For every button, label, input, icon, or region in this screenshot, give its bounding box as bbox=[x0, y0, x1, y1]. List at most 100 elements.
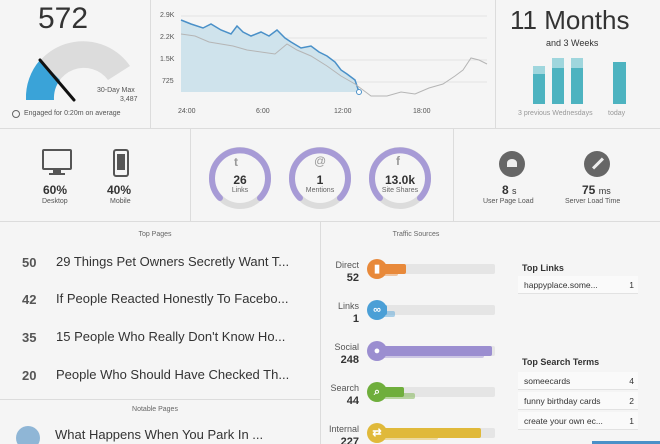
page-count: 20 bbox=[22, 368, 37, 383]
perf-label: Server Load Time bbox=[565, 198, 621, 205]
source-bar bbox=[381, 346, 492, 356]
at-icon: @ bbox=[314, 154, 327, 168]
source-value: 52 bbox=[346, 272, 359, 284]
social-panel: t 26 Links @ 1 Mentions f 13.0k Site Sha… bbox=[191, 129, 453, 221]
source-value: 248 bbox=[340, 354, 359, 366]
source-value: 227 bbox=[340, 436, 359, 444]
top-pages-title: Top Pages bbox=[138, 231, 172, 238]
page-title[interactable]: People Who Should Have Checked Th... bbox=[56, 367, 290, 382]
search-term-count: 2 bbox=[629, 396, 634, 406]
top-link-count: 1 bbox=[629, 280, 634, 290]
trend-chart bbox=[180, 15, 488, 97]
social-label: Links bbox=[231, 187, 249, 194]
page-count: 50 bbox=[22, 255, 37, 270]
search-icon: ⌕ bbox=[367, 382, 387, 402]
record-value: 11 Months bbox=[510, 5, 630, 35]
top-link-row[interactable]: happyplace.some... 1 bbox=[518, 276, 638, 294]
mobile-icon bbox=[113, 149, 129, 177]
source-bar-track bbox=[381, 387, 495, 397]
concurrents-gauge bbox=[25, 41, 131, 102]
source-label: Social bbox=[334, 342, 359, 352]
top-search-terms-title: Top Search Terms bbox=[522, 357, 600, 367]
arrows-icon: ⇄ bbox=[367, 423, 387, 443]
search-term-text[interactable]: create your own ec... bbox=[524, 416, 603, 426]
scroll-indicator[interactable] bbox=[592, 441, 660, 444]
notable-pages-title: Notable Pages bbox=[132, 406, 178, 413]
y-tick: 2.9K bbox=[160, 12, 175, 19]
social-value: 1 bbox=[316, 173, 324, 187]
top-page-row[interactable]: 20 People Who Should Have Checked Th... bbox=[0, 357, 320, 393]
source-label: Internal bbox=[328, 424, 359, 434]
gauge-max-value: 3,487 bbox=[120, 96, 138, 103]
page-title[interactable]: 29 Things Pet Owners Secretly Want T... bbox=[56, 254, 290, 269]
x-tick: 24:00 bbox=[178, 108, 196, 115]
social-value: 13.0k bbox=[384, 173, 416, 187]
perf-value: 8 s bbox=[502, 183, 517, 197]
top-page-row[interactable]: 35 15 People Who Really Don't Know Ho... bbox=[0, 319, 320, 355]
source-bar bbox=[381, 264, 406, 274]
traffic-sources-panel: Traffic Sources Direct 52 ▮ Links 1 ∞ Social 24… bbox=[321, 222, 511, 444]
x-tick: 6:00 bbox=[256, 108, 270, 115]
history-bar bbox=[552, 68, 564, 104]
search-term-text[interactable]: someecards bbox=[524, 376, 571, 386]
social-value: 26 bbox=[233, 173, 247, 187]
record-sub: and 3 Weeks bbox=[546, 38, 599, 48]
search-term-row[interactable]: someecards 4 bbox=[518, 372, 638, 390]
history-bar bbox=[571, 68, 583, 104]
chat-icon: ● bbox=[367, 341, 387, 361]
device-value: 40% bbox=[107, 183, 132, 197]
device-value: 60% bbox=[43, 183, 68, 197]
social-ring bbox=[369, 147, 431, 209]
source-bar-secondary bbox=[381, 311, 395, 317]
page-title[interactable]: If People Reacted Honestly To Facebo... bbox=[56, 291, 289, 306]
social-ring bbox=[289, 147, 351, 209]
source-value: 1 bbox=[352, 313, 359, 325]
notable-page-title[interactable]: What Happens When You Park In ... bbox=[55, 427, 264, 442]
gauge-max-label: 30-Day Max bbox=[97, 87, 135, 94]
trend-chart-panel: 2.9K 2.2K 1.5K 725 24:00 6:00 12:00 18:0… bbox=[151, 0, 495, 128]
concurrents-panel: 572 30-Day Max 3,487 Engaged for 0:20m o… bbox=[0, 0, 150, 128]
perf-unit: ms bbox=[598, 186, 611, 196]
top-links-title: Top Links bbox=[522, 263, 564, 273]
history-caption: 3 previous Wednesdays bbox=[518, 110, 593, 117]
page-title[interactable]: 15 People Who Really Don't Know Ho... bbox=[56, 329, 286, 344]
search-term-row[interactable]: funny birthday cards 2 bbox=[518, 392, 638, 410]
top-pages-panel: Top Pages 50 29 Things Pet Owners Secret… bbox=[0, 222, 320, 444]
social-ring bbox=[209, 147, 271, 209]
search-term-row[interactable]: create your own ec... 1 bbox=[518, 412, 638, 430]
page-count: 35 bbox=[22, 330, 37, 345]
desktop-icon bbox=[42, 149, 72, 175]
traffic-rows: Direct 52 ▮ Links 1 ∞ Social 248 ● Search 44 ⌕ Inter… bbox=[321, 222, 511, 444]
perf-unit: s bbox=[512, 186, 517, 196]
social-label: Site Shares bbox=[381, 187, 419, 194]
traffic-sources-title: Traffic Sources bbox=[392, 231, 440, 238]
snail-shell bbox=[507, 159, 517, 167]
device-label: Desktop bbox=[42, 198, 68, 205]
y-tick: 2.2K bbox=[160, 34, 175, 41]
perf-number: 8 bbox=[502, 183, 509, 197]
social-label: Mentions bbox=[305, 187, 335, 194]
x-tick: 18:00 bbox=[413, 108, 431, 115]
search-term-text[interactable]: funny birthday cards bbox=[524, 396, 601, 406]
engaged-text: Engaged for 0:20m on average bbox=[24, 110, 121, 117]
page-count: 42 bbox=[22, 292, 37, 307]
y-tick: 725 bbox=[162, 78, 174, 85]
link-icon: ∞ bbox=[367, 300, 387, 320]
source-bar-track bbox=[381, 264, 495, 274]
top-link-text[interactable]: happyplace.some... bbox=[524, 280, 598, 290]
user-avatar-icon bbox=[16, 426, 40, 444]
source-bar bbox=[381, 387, 404, 397]
x-tick: 12:00 bbox=[334, 108, 352, 115]
source-label: Direct bbox=[335, 260, 359, 270]
top-page-row[interactable]: 50 29 Things Pet Owners Secretly Want T.… bbox=[0, 244, 320, 280]
facebook-icon: f bbox=[396, 154, 400, 168]
y-tick: 1.5K bbox=[160, 56, 175, 63]
perf-number: 75 bbox=[582, 183, 596, 197]
top-page-row[interactable]: 42 If People Reacted Honestly To Facebo.… bbox=[0, 281, 320, 317]
source-bar-track bbox=[381, 305, 495, 315]
search-term-count: 4 bbox=[629, 376, 634, 386]
perf-value: 75 ms bbox=[582, 183, 611, 197]
history-bar bbox=[533, 74, 545, 104]
source-label: Search bbox=[330, 383, 359, 393]
record-panel: 11 Months and 3 Weeks 3 previous Wednesd… bbox=[496, 0, 660, 128]
